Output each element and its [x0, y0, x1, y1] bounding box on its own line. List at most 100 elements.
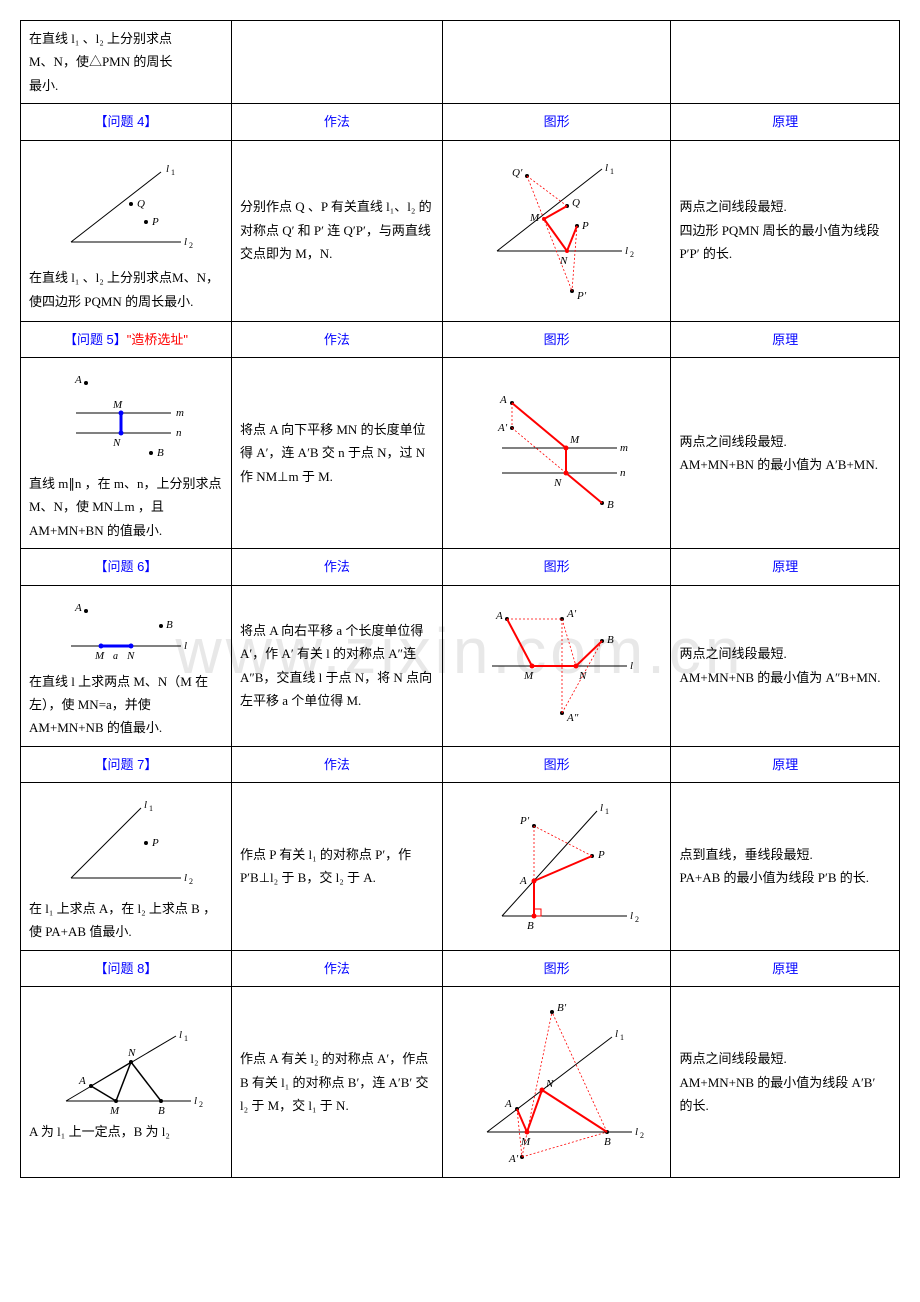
problem-header: 【问题 7】 — [21, 746, 232, 782]
svg-text:A′: A′ — [497, 422, 508, 434]
problem4-given-diagram: l1 l2 Q P — [51, 152, 201, 262]
svg-text:M: M — [94, 650, 105, 662]
method-cell: 作点 A 有关 l₂ 的对称点 A′，作点 B 有关 l₁ 的对称点 B′，连 … — [231, 987, 442, 1178]
svg-text:P′: P′ — [519, 815, 530, 827]
desc-cell: l1 l2 Q P 在直线 l₁ 、l₂ 上分别求点M、N，使四边形 PQMN … — [21, 140, 232, 321]
svg-text:A: A — [74, 374, 82, 386]
svg-text:P′: P′ — [576, 290, 587, 302]
desc-cell: l1 l2 A B N M A 为 l₁ 上一定点，B 为 l₂ — [21, 987, 232, 1178]
svg-text:A′: A′ — [508, 1153, 519, 1165]
svg-text:m: m — [176, 407, 184, 419]
svg-text:B: B — [607, 634, 614, 646]
principle-cell: 两点之间线段最短. AM+MN+NB 的最小值为 A″B+MN. — [671, 585, 900, 746]
table-row: 【问题 5】"造桥选址" 作法 图形 原理 — [21, 321, 900, 357]
desc-text: 最小. — [29, 78, 58, 93]
figure-cell: l1 l2 Q′ Q P P′ M N — [442, 140, 671, 321]
svg-text:A: A — [74, 602, 82, 614]
principle-header: 原理 — [671, 746, 900, 782]
table-row: 【问题 8】 作法 图形 原理 — [21, 950, 900, 986]
svg-text:M: M — [569, 434, 580, 446]
svg-text:M: M — [529, 212, 540, 224]
problem-label: 【问题 8】 — [95, 961, 158, 976]
desc-cell: l1 l2 P 在 l₁ 上求点 A，在 l₂ 上求点 B ，使 PA+AB 值… — [21, 783, 232, 951]
desc-text: 在直线 l 上求两点 M、N（M 在左），使 MN=a，并使 AM+MN+NB … — [29, 674, 208, 736]
figure-header: 图形 — [442, 321, 671, 357]
svg-text:l: l — [600, 802, 603, 814]
svg-text:M: M — [523, 670, 534, 682]
svg-text:l: l — [630, 660, 633, 672]
table-row: A m n M N B 直线 m∥n ，在 m、n，上分别求点 M、N，使 MN… — [21, 357, 900, 548]
svg-text:B′: B′ — [557, 1002, 567, 1014]
figure-cell: l1 l2 P P′ B A — [442, 783, 671, 951]
problems-table: 在直线 l₁ 、l₂ 上分别求点 M、N，使△PMN 的周长 最小. 【问题 4… — [20, 20, 900, 1178]
svg-text:M: M — [112, 399, 123, 411]
table-row: A B l M N a 在直线 l 上求两点 M、N（M 在左），使 MN=a，… — [21, 585, 900, 746]
principle-cell: 两点之间线段最短. AM+MN+BN 的最小值为 A′B+MN. — [671, 357, 900, 548]
problem-extra: "造桥选址" — [127, 332, 188, 347]
svg-text:l: l — [635, 1126, 638, 1138]
svg-text:A: A — [499, 394, 507, 406]
figure-cell: A A′ m n B N M — [442, 357, 671, 548]
desc-text: A 为 l₁ 上一定点，B 为 l₂ — [29, 1124, 170, 1139]
svg-text:a: a — [113, 651, 118, 662]
svg-text:B: B — [604, 1136, 611, 1148]
svg-text:A′: A′ — [566, 608, 577, 620]
problem8-given-diagram: l1 l2 A B N M — [46, 1026, 206, 1116]
method-cell: 将点 A 向右平移 a 个长度单位得 A′，作 A′ 有关 l 的对称点 A″连… — [231, 585, 442, 746]
svg-text:A″: A″ — [566, 712, 579, 724]
svg-text:P: P — [151, 837, 159, 849]
svg-text:l: l — [184, 236, 187, 248]
figure-cell: A A′ B l A″ N M — [442, 585, 671, 746]
svg-text:l: l — [194, 1095, 197, 1107]
problem-label: 【问题 7】 — [95, 757, 158, 772]
svg-text:n: n — [176, 427, 182, 439]
problem5-solution-diagram: A A′ m n B N M — [472, 388, 642, 518]
svg-text:N: N — [545, 1078, 554, 1090]
problem7-given-diagram: l1 l2 P — [51, 793, 201, 893]
desc-cell: A B l M N a 在直线 l 上求两点 M、N（M 在左），使 MN=a，… — [21, 585, 232, 746]
svg-text:l: l — [184, 640, 187, 652]
svg-text:P: P — [151, 216, 159, 228]
svg-text:B: B — [157, 447, 164, 459]
desc-text: 在直线 l₁ 、l₂ 上分别求点 — [29, 31, 172, 46]
table-row: 在直线 l₁ 、l₂ 上分别求点 M、N，使△PMN 的周长 最小. — [21, 21, 900, 104]
svg-text:1: 1 — [149, 804, 153, 813]
problem6-given-diagram: A B l M N a — [51, 596, 201, 666]
method-header: 作法 — [231, 746, 442, 782]
problem-header: 【问题 4】 — [21, 104, 232, 140]
svg-text:Q′: Q′ — [512, 167, 523, 179]
svg-text:N: N — [127, 1047, 136, 1059]
principle-header: 原理 — [671, 321, 900, 357]
svg-text:N: N — [553, 477, 562, 489]
method-header: 作法 — [231, 549, 442, 585]
desc-cell: 在直线 l₁ 、l₂ 上分别求点 M、N，使△PMN 的周长 最小. — [21, 21, 232, 104]
svg-text:B: B — [166, 619, 173, 631]
figure-header: 图形 — [442, 746, 671, 782]
svg-text:A: A — [504, 1098, 512, 1110]
problem5-given-diagram: A m n M N B — [51, 368, 201, 468]
figure-header: 图形 — [442, 950, 671, 986]
svg-text:B: B — [158, 1105, 165, 1116]
problem8-solution-diagram: l1 l2 A B B′ A′ M N — [467, 997, 647, 1167]
svg-text:P: P — [581, 220, 589, 232]
method-cell: 分别作点 Q 、P 有关直线 l₁、l₂ 的对称点 Q′ 和 P′ 连 Q′P′… — [231, 140, 442, 321]
svg-text:1: 1 — [620, 1033, 624, 1042]
svg-text:M: M — [109, 1105, 120, 1116]
problem-label: 【问题 4】 — [95, 114, 158, 129]
principle-header: 原理 — [671, 549, 900, 585]
principle-cell — [671, 21, 900, 104]
svg-text:2: 2 — [189, 241, 193, 250]
method-header: 作法 — [231, 950, 442, 986]
method-header: 作法 — [231, 321, 442, 357]
figure-cell — [442, 21, 671, 104]
svg-text:l: l — [179, 1029, 182, 1041]
desc-text: 在直线 l₁ 、l₂ 上分别求点M、N，使四边形 PQMN 的周长最小. — [29, 270, 219, 308]
svg-text:l: l — [605, 162, 608, 174]
table-row: 【问题 6】 作法 图形 原理 — [21, 549, 900, 585]
table-row: 【问题 4】 作法 图形 原理 — [21, 104, 900, 140]
problem-label: 【问题 5】 — [64, 332, 127, 347]
svg-text:A: A — [519, 875, 527, 887]
table-row: l1 l2 P 在 l₁ 上求点 A，在 l₂ 上求点 B ，使 PA+AB 值… — [21, 783, 900, 951]
svg-text:n: n — [620, 467, 626, 479]
principle-cell: 两点之间线段最短. AM+MN+NB 的最小值为线段 A′B′ 的长. — [671, 987, 900, 1178]
